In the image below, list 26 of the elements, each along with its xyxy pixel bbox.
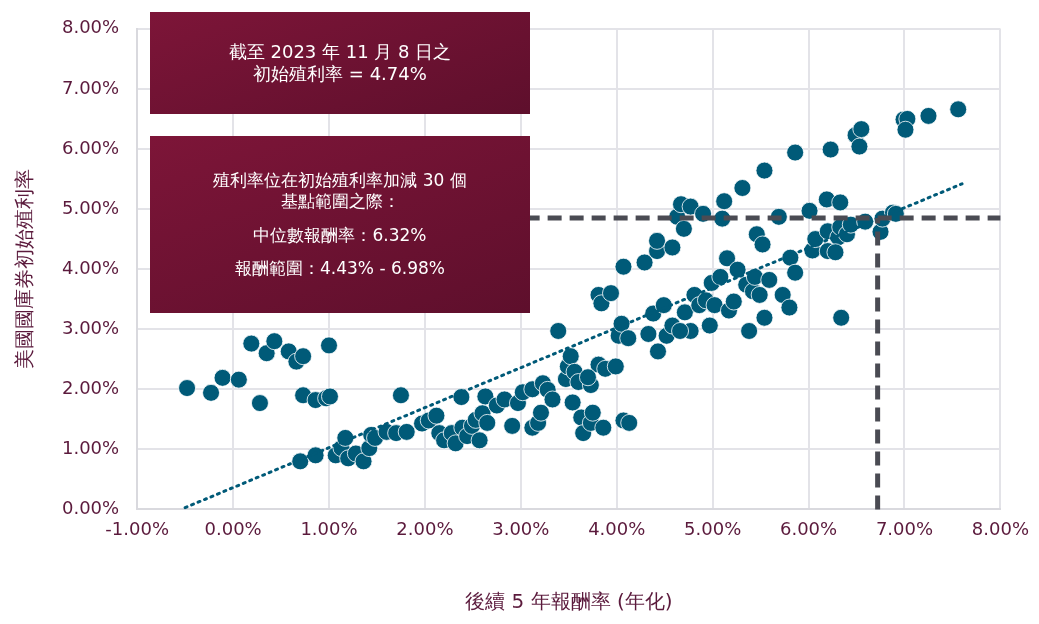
- callout-box: 截至 2023 年 11 月 8 日之初始殖利率 = 4.74%: [150, 12, 530, 114]
- x-tick-label: 6.00%: [779, 517, 838, 539]
- y-axis-title: 美國國庫券初始殖利率: [12, 169, 37, 370]
- y-tick-label: 4.00%: [61, 256, 120, 278]
- annotation: 報酬範圍：4.43% - 6.98%: [234, 257, 446, 279]
- x-tick-label: 5.00%: [684, 517, 742, 539]
- x-tick-label: 3.00%: [492, 517, 550, 539]
- y-tick-label: 8.00%: [61, 16, 120, 38]
- annotation: 中位數報酬率：6.32%: [252, 224, 428, 246]
- annotation: 殖利率位在初始殖利率加減 30 個基點範圍之際：: [212, 170, 468, 213]
- x-tick-label: 7.00%: [875, 517, 934, 539]
- y-tick-label: 2.00%: [61, 376, 120, 398]
- y-tick-label: 3.00%: [61, 316, 120, 338]
- x-axis-title: 後續 5 年報酬率 (年化): [465, 589, 673, 614]
- y-tick-label: 1.00%: [61, 437, 120, 458]
- x-tick-label: 2.00%: [396, 517, 454, 539]
- y-tick-label: 6.00%: [61, 136, 120, 158]
- x-tick-label: -1.00%: [105, 517, 170, 539]
- x-tick-label: 0.00%: [204, 517, 262, 539]
- x-tick-label: 8.00%: [971, 517, 1029, 539]
- x-tick-label: 1.00%: [300, 517, 358, 539]
- y-tick-label: 0.00%: [61, 497, 120, 519]
- callout-box: 殖利率位在初始殖利率加減 30 個基點範圍之際： 中位數報酬率：6.32% 報酬範圍：4.43% - 6.98%: [150, 136, 530, 313]
- x-tick-label: 4.00%: [588, 517, 646, 539]
- y-tick-label: 7.00%: [61, 76, 120, 98]
- y-tick-label: 5.00%: [61, 196, 120, 218]
